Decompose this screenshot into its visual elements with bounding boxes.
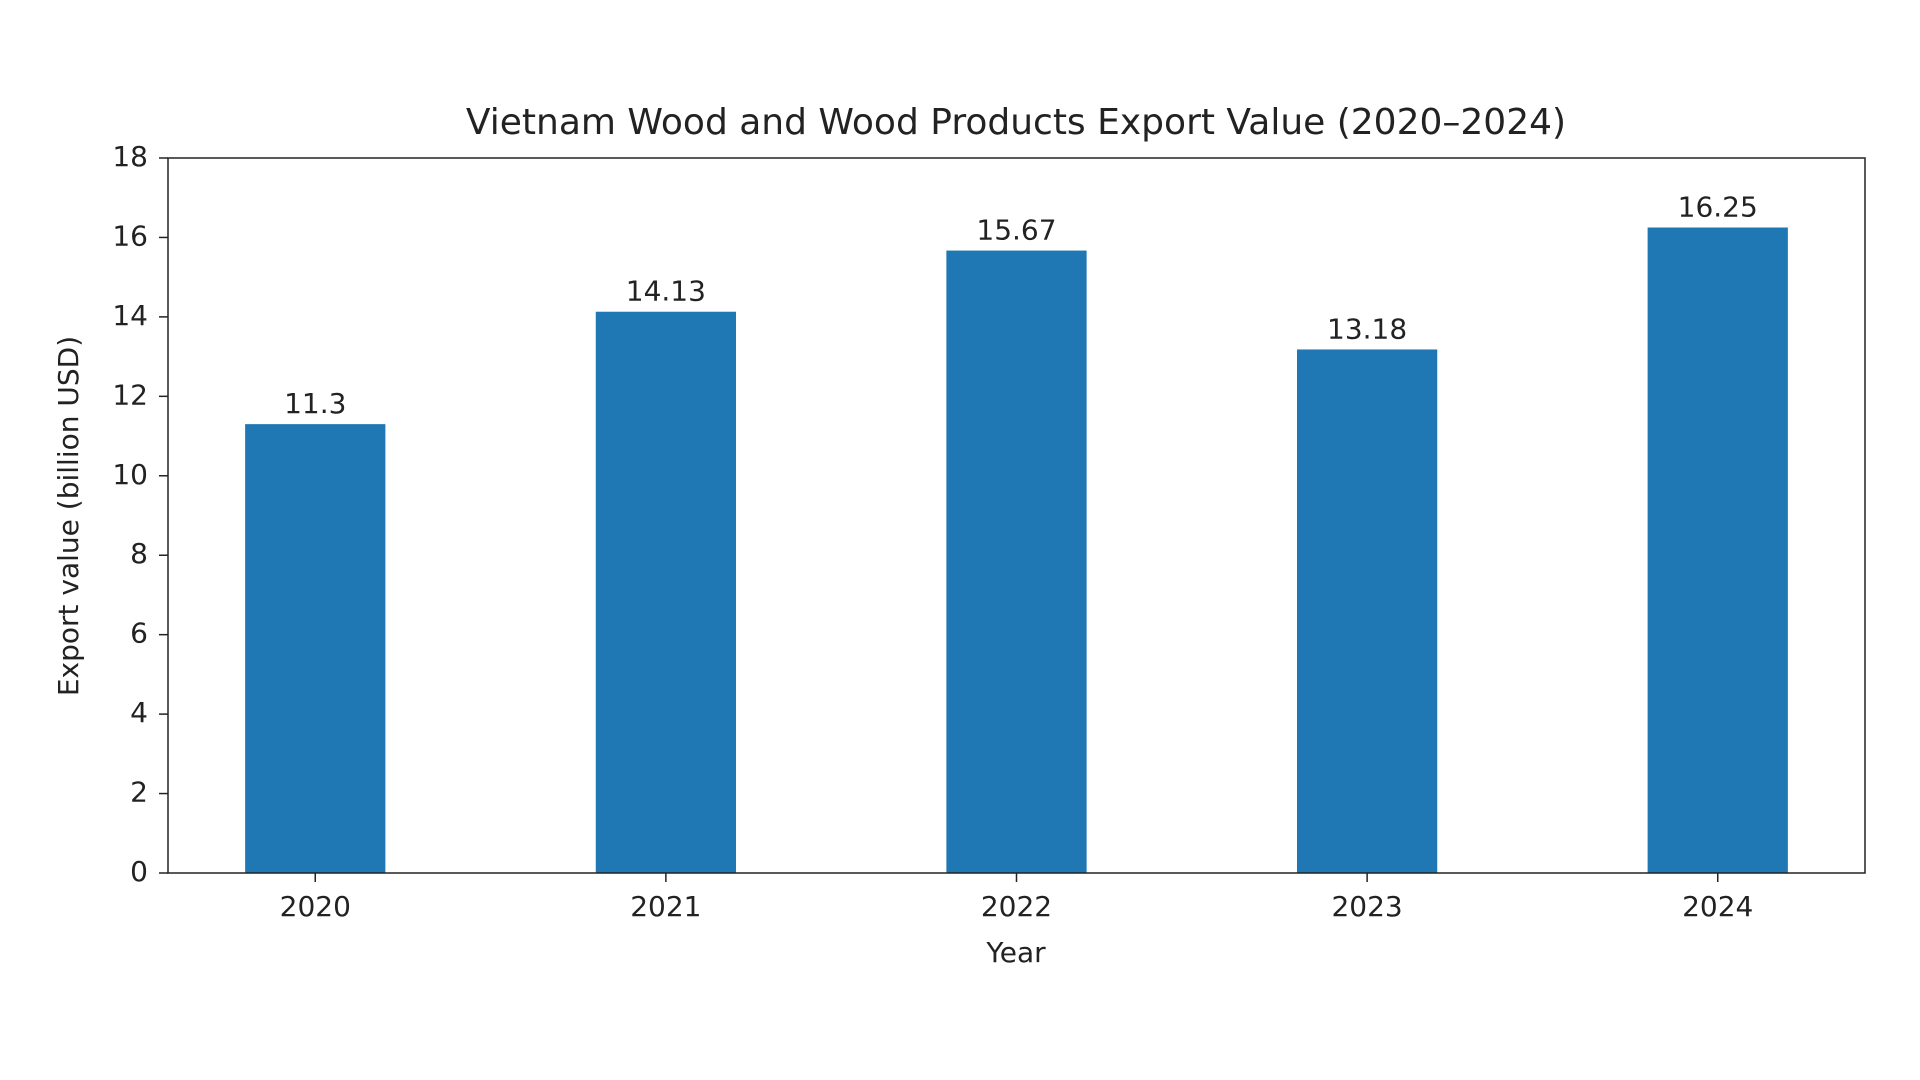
bar xyxy=(1647,227,1788,873)
y-tick-label: 10 xyxy=(112,458,148,491)
y-tick-label: 8 xyxy=(130,537,148,570)
x-tick-label: 2023 xyxy=(1331,890,1402,923)
x-tick-label: 2024 xyxy=(1682,890,1753,923)
data-label: 15.67 xyxy=(976,214,1056,247)
y-tick-label: 0 xyxy=(130,855,148,888)
y-tick-label: 14 xyxy=(112,299,148,332)
bar xyxy=(245,424,386,873)
bar xyxy=(595,311,737,874)
bar xyxy=(1296,349,1438,873)
y-tick-label: 6 xyxy=(130,617,148,650)
y-tick-label: 18 xyxy=(112,140,148,173)
x-tick-label: 2022 xyxy=(981,890,1052,923)
bar xyxy=(946,250,1087,873)
y-tick-label: 4 xyxy=(130,696,148,729)
y-tick-label: 16 xyxy=(112,219,148,252)
data-label: 14.13 xyxy=(626,275,706,308)
x-tick-label: 2020 xyxy=(280,890,351,923)
data-label: 13.18 xyxy=(1327,312,1407,345)
x-tick-label: 2021 xyxy=(630,890,701,923)
y-axis-label: Export value (billion USD) xyxy=(52,336,85,696)
y-tick-label: 12 xyxy=(112,378,148,411)
data-label: 11.3 xyxy=(284,387,346,420)
x-axis-label: Year xyxy=(985,936,1046,969)
chart-title: Vietnam Wood and Wood Products Export Va… xyxy=(466,102,1566,143)
plot-frame xyxy=(167,157,1866,874)
data-label: 16.25 xyxy=(1678,191,1758,224)
y-tick-label: 2 xyxy=(130,776,148,809)
